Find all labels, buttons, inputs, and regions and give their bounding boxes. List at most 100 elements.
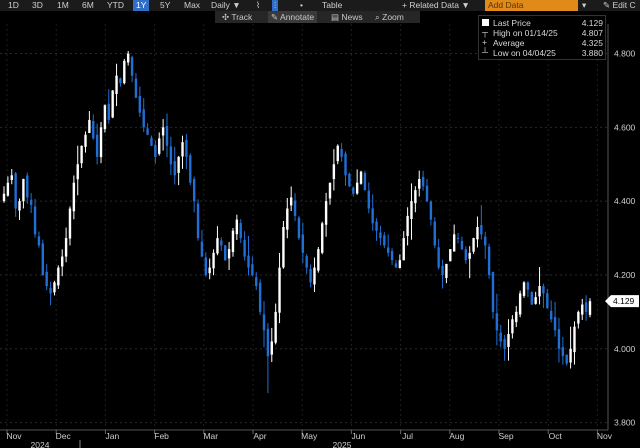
candle-body	[503, 339, 506, 349]
interval-dropdown[interactable]: Daily ▼	[211, 0, 241, 11]
x-axis: Nov Dec Jan Feb Mar Apr May Jun Jul Aug Sep Oct Nov 2…	[0, 429, 613, 448]
candle-body	[286, 208, 289, 230]
candle-body	[433, 221, 436, 246]
candle-body	[177, 156, 180, 173]
candle-body	[414, 190, 417, 204]
candle-body	[383, 235, 386, 246]
candle-body	[588, 301, 592, 315]
candle-body	[565, 354, 568, 364]
candle-body	[45, 271, 48, 287]
zoom-label: Zoom	[382, 12, 404, 22]
candle-body	[456, 237, 460, 239]
candle-body	[293, 200, 297, 216]
candle-body	[522, 282, 526, 296]
legend-last-price: Last Price 4.129	[482, 18, 603, 28]
candle-body	[192, 179, 196, 202]
candle-body	[581, 304, 584, 315]
x-tick-label: Nov	[597, 431, 613, 441]
edit-button[interactable]: ✎ Edit C	[603, 0, 636, 11]
legend-swatch	[482, 19, 489, 26]
sub-toolbar	[215, 11, 420, 23]
candle-body	[511, 319, 514, 334]
x-tick-label: Dec	[56, 431, 72, 441]
candle-body	[99, 127, 103, 158]
candle-body	[169, 146, 173, 165]
annotate-button[interactable]: ✎ Annotate	[268, 11, 318, 23]
average-marker-icon: +	[482, 37, 487, 47]
candle-body	[328, 182, 332, 199]
grid-layer	[0, 24, 608, 430]
track-button[interactable]: ✣ Track	[222, 11, 252, 23]
legend-label: Last Price	[493, 18, 531, 28]
candle-body	[33, 206, 37, 235]
candle-body	[212, 252, 215, 269]
candle-body	[375, 221, 378, 231]
track-label: Track	[231, 12, 253, 22]
candle-body	[324, 201, 328, 225]
zoom-button[interactable]: ⌕ Zoom	[375, 11, 404, 23]
candle-body	[363, 172, 367, 191]
x-tick-label: Aug	[449, 431, 464, 441]
candle-body	[352, 187, 355, 194]
legend-panel: Last Price 4.129 ┬ High on 01/14/25 4.80…	[478, 15, 606, 60]
chevron-down-icon: ▼	[461, 0, 470, 10]
add-data-input[interactable]: Add Data	[485, 0, 578, 11]
pencil-icon: ✎	[603, 0, 611, 10]
candle-body	[84, 134, 87, 147]
range-1d-button[interactable]: 1D	[8, 0, 19, 10]
candle-body	[425, 185, 429, 202]
candle-body	[561, 347, 565, 357]
line-chart-icon[interactable]: ⌇	[256, 0, 261, 10]
candle-body	[142, 109, 145, 128]
x-tick-label: Jun	[352, 431, 366, 441]
candle-body	[26, 175, 29, 198]
range-max-button[interactable]: Max	[184, 0, 201, 10]
related-data-label: + Related Data	[402, 0, 459, 10]
legend-label: Average	[493, 38, 525, 48]
candle-body	[359, 171, 363, 184]
candle-body	[274, 311, 277, 343]
range-5y-button[interactable]: 5Y	[160, 0, 171, 10]
candle-body	[227, 249, 231, 259]
candle-body	[146, 128, 149, 135]
candle-body	[421, 176, 425, 187]
candle-body	[355, 182, 359, 194]
y-tick-label: 3.800	[614, 418, 636, 428]
candle-body	[204, 257, 208, 275]
candle-body	[468, 252, 471, 259]
candle-body	[247, 255, 250, 268]
candle-body	[336, 145, 339, 162]
range-6m-button[interactable]: 6M	[82, 0, 94, 10]
table-button[interactable]: Table	[322, 0, 343, 10]
x-tick-label: Oct	[549, 431, 563, 441]
news-icon: ▤	[331, 12, 340, 22]
candle-chart-icon[interactable]: ⫶	[272, 0, 279, 11]
range-1m-button[interactable]: 1M	[57, 0, 69, 10]
y-tick-label: 4.800	[614, 49, 636, 59]
magnifier-icon: ⌕	[375, 12, 380, 22]
chevron-down-icon[interactable]: ▾	[582, 0, 587, 10]
candle-body	[111, 90, 114, 118]
candle-body	[270, 341, 273, 355]
candle-body	[546, 293, 549, 309]
candle-body	[119, 78, 122, 84]
candle-body	[495, 313, 499, 331]
candle-body	[138, 95, 142, 113]
candle-body	[569, 348, 572, 363]
news-button[interactable]: ▤ News	[331, 11, 363, 23]
range-1y-button[interactable]: 1Y	[133, 0, 150, 11]
candle-body	[88, 119, 91, 133]
range-3d-button[interactable]: 3D	[32, 0, 43, 10]
candle-body	[418, 179, 421, 189]
candle-body	[542, 286, 545, 294]
candle-body	[235, 219, 239, 235]
related-data-button[interactable]: + Related Data ▼	[402, 0, 470, 11]
last-price-tag-label: 4.129	[613, 296, 635, 306]
candle-body	[518, 293, 522, 315]
candle-body	[410, 201, 413, 220]
candle-body	[189, 155, 192, 183]
more-dot-icon[interactable]: •	[300, 0, 303, 10]
candle-body	[181, 142, 184, 157]
range-ytd-button[interactable]: YTD	[107, 0, 124, 10]
